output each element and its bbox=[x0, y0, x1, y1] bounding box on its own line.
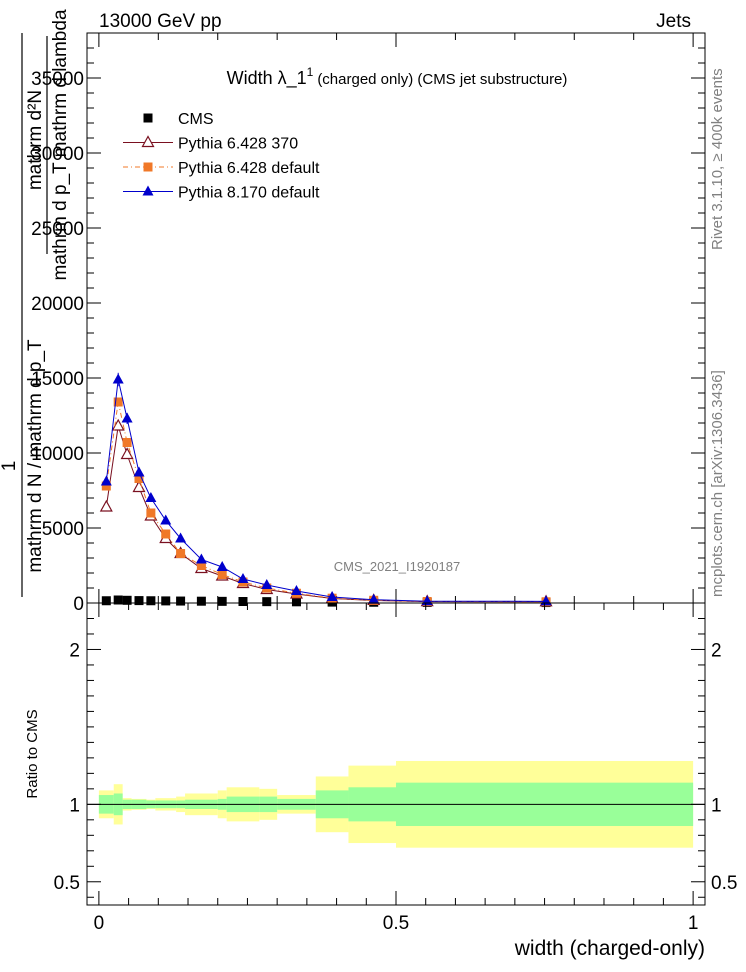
ylabel-numerator: 1 bbox=[0, 461, 20, 472]
title-suffix: (charged only) (CMS jet substructure) bbox=[317, 71, 567, 88]
data-point bbox=[161, 529, 171, 539]
legend-entry: Pythia 6.428 default bbox=[123, 160, 320, 177]
chart-title: Width λ_11 (charged only) (CMS jet substr… bbox=[227, 65, 568, 89]
main-axis-ticks bbox=[87, 33, 705, 604]
process-label: Jets bbox=[656, 11, 691, 32]
series-pythia-8-170-default bbox=[100, 372, 552, 606]
series-line bbox=[105, 425, 547, 603]
main-y-tick-labels: 0 5000 10000 15000 20000 25000 30000 35000 bbox=[31, 69, 84, 615]
data-point bbox=[146, 596, 156, 606]
data-point bbox=[146, 508, 156, 518]
main-ytick-label: 10000 bbox=[31, 444, 84, 465]
data-point bbox=[217, 570, 227, 579]
ratio-panel: 0.5 0.5 1 1 2 2 0 0.5 1 Ratio to CMS width (char… bbox=[24, 602, 738, 960]
data-point bbox=[291, 597, 301, 607]
ratio-tick-labels: 0.5 0.5 1 1 2 2 0 0.5 1 bbox=[54, 640, 738, 934]
ylabel-denominator: mathrm d N / mathrm d p_T bbox=[25, 339, 46, 573]
data-point bbox=[134, 596, 144, 606]
ratio-ytick-label-right: 0.5 bbox=[711, 873, 737, 894]
ratio-y-axis-label: Ratio to CMS bbox=[24, 709, 41, 798]
legend-marker bbox=[141, 135, 155, 148]
legend-entry: Pythia 8.170 default bbox=[123, 185, 320, 202]
data-point bbox=[99, 499, 113, 512]
rivet-label: Rivet 3.1.10, ≥ 400k events bbox=[709, 68, 726, 250]
main-y-axis-label: 1 mathrm d²N mathrm d p_T mathrm d lambd… bbox=[0, 9, 71, 597]
data-point bbox=[113, 595, 123, 605]
main-ytick-label: 5000 bbox=[42, 519, 84, 540]
data-point bbox=[261, 579, 273, 589]
legend-marker bbox=[143, 162, 153, 172]
data-point bbox=[368, 593, 380, 604]
ratio-ytick-label-left: 2 bbox=[69, 640, 80, 661]
main-ytick-label: 20000 bbox=[31, 294, 84, 315]
legend-label: Pythia 8.170 default bbox=[178, 185, 320, 202]
xtick-label: 0 bbox=[94, 913, 105, 934]
data-point bbox=[262, 597, 272, 607]
legend-entry: Pythia 6.428 370 bbox=[123, 135, 298, 153]
data-point bbox=[134, 474, 144, 483]
data-point bbox=[145, 492, 157, 502]
xtick-label: 1 bbox=[688, 913, 699, 934]
x-axis-label: width (charged-only) bbox=[514, 937, 705, 960]
title-main: Width λ_1 bbox=[227, 68, 307, 89]
mcplots-label: mcplots.cern.ch [arXiv:1306.3436] bbox=[709, 370, 726, 597]
data-point bbox=[176, 549, 186, 558]
energy-label: 13000 GeV pp bbox=[99, 11, 222, 32]
data-point bbox=[100, 475, 112, 486]
main-ytick-label: 35000 bbox=[31, 69, 84, 90]
legend-marker bbox=[142, 185, 154, 196]
data-point bbox=[101, 481, 111, 491]
data-point bbox=[161, 596, 171, 606]
xtick-label: 0.5 bbox=[383, 913, 409, 934]
title-superscript: 1 bbox=[307, 65, 314, 79]
legend-label: CMS bbox=[178, 111, 214, 128]
ratio-ytick-label-right: 1 bbox=[711, 795, 722, 816]
data-point bbox=[238, 597, 248, 606]
analysis-watermark: CMS_2021_I1920187 bbox=[334, 559, 461, 574]
ylabel-frac-numerator: mathrm d²N bbox=[25, 90, 46, 190]
data-point bbox=[122, 595, 132, 605]
main-ytick-label: 25000 bbox=[31, 219, 84, 240]
data-point bbox=[121, 412, 133, 423]
main-panel: 0 5000 10000 15000 20000 25000 30000 35000 CMS_… bbox=[0, 9, 706, 615]
legend-label: Pythia 6.428 default bbox=[178, 160, 320, 177]
data-point bbox=[101, 596, 111, 606]
series-layer bbox=[99, 372, 553, 608]
data-point bbox=[160, 514, 172, 525]
series-line bbox=[105, 379, 547, 602]
ratio-ytick-label-left: 1 bbox=[69, 795, 80, 816]
series-pythia-6-428-default bbox=[101, 397, 551, 607]
data-point bbox=[175, 532, 187, 543]
series-line bbox=[105, 401, 547, 603]
legend-marker bbox=[143, 113, 153, 123]
main-ytick-label: 0 bbox=[73, 594, 84, 615]
series-pythia-6-428-370 bbox=[99, 418, 553, 607]
ratio-frame bbox=[86, 602, 706, 906]
legend: CMS Pythia 6.428 370 Pythia 6.428 default P… bbox=[123, 111, 320, 202]
main-ytick-label: 30000 bbox=[31, 144, 84, 165]
data-point bbox=[133, 466, 145, 477]
ratio-ytick-label-right: 2 bbox=[711, 640, 722, 661]
data-point bbox=[237, 573, 249, 583]
main-ytick-label: 15000 bbox=[31, 369, 84, 390]
data-point bbox=[176, 596, 186, 606]
ratio-ytick-label-left: 0.5 bbox=[54, 873, 80, 894]
data-point bbox=[196, 561, 206, 570]
legend-entry: CMS bbox=[143, 111, 214, 128]
data-point bbox=[112, 373, 124, 384]
ylabel-frac-denominator: mathrm d p_T mathrm d lambda bbox=[50, 9, 71, 280]
data-point bbox=[326, 591, 338, 601]
data-point bbox=[216, 561, 228, 571]
legend-label: Pythia 6.428 370 bbox=[178, 136, 298, 153]
data-point bbox=[113, 397, 123, 407]
data-point bbox=[195, 553, 207, 564]
data-point bbox=[217, 596, 227, 606]
data-point bbox=[120, 447, 134, 460]
data-point bbox=[196, 596, 206, 606]
data-point bbox=[290, 585, 302, 595]
ratio-axis-ticks bbox=[87, 603, 705, 905]
data-point bbox=[122, 438, 132, 447]
